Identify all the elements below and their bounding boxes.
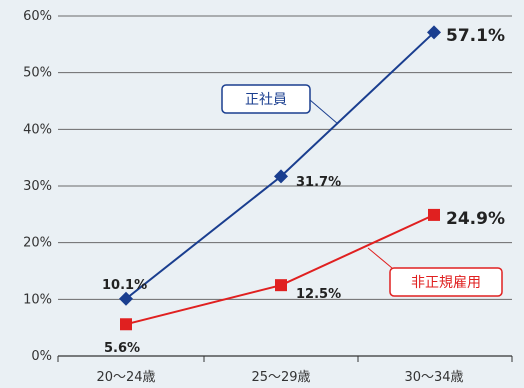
series-callout-label: 正社員 (245, 92, 287, 108)
y-tick-label: 60% (23, 9, 52, 24)
data-point-marker (274, 169, 288, 184)
y-tick-label: 20% (23, 236, 52, 251)
data-label: 12.5% (296, 287, 341, 302)
y-tick-label: 50% (23, 66, 52, 81)
data-label: 5.6% (104, 341, 140, 356)
data-point-marker (119, 291, 133, 306)
x-tick-label: 25～29歳 (251, 370, 310, 385)
x-tick-label: 20～24歳 (96, 370, 155, 385)
y-tick-label: 0% (31, 349, 52, 364)
data-point-marker (275, 279, 287, 292)
data-point-marker (427, 25, 441, 40)
data-label: 24.9% (446, 209, 505, 229)
y-tick-label: 40% (23, 122, 52, 137)
y-tick-label: 10% (23, 292, 52, 307)
data-point-marker (428, 208, 440, 221)
callout-leader (367, 247, 393, 269)
series-callout-label: 非正規雇用 (411, 274, 481, 291)
series-callout-box (389, 267, 503, 297)
series-callout-box (221, 84, 311, 114)
data-label: 31.7% (296, 175, 341, 190)
series-line-1 (125, 213, 435, 326)
data-label: 10.1% (102, 278, 147, 293)
x-tick-label: 30～34歳 (404, 370, 463, 385)
callout-leader (309, 99, 339, 125)
data-point-marker (120, 318, 132, 331)
y-tick-label: 30% (23, 179, 52, 194)
data-label: 57.1% (446, 26, 505, 46)
